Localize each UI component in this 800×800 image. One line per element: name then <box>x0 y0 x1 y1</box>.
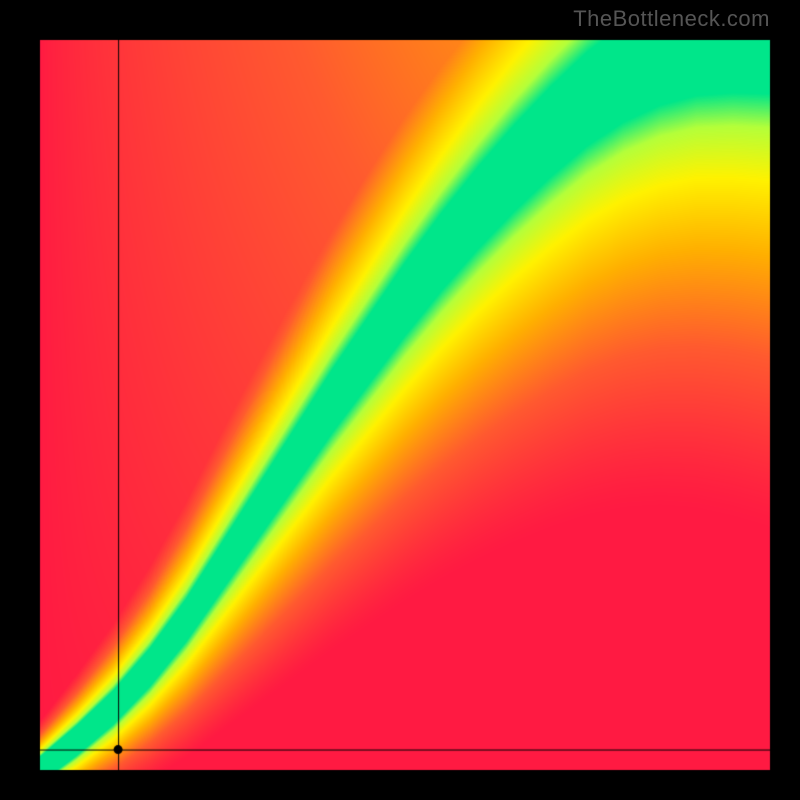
watermark-text: TheBottleneck.com <box>573 6 770 32</box>
bottleneck-heatmap <box>0 0 800 800</box>
chart-container: TheBottleneck.com <box>0 0 800 800</box>
